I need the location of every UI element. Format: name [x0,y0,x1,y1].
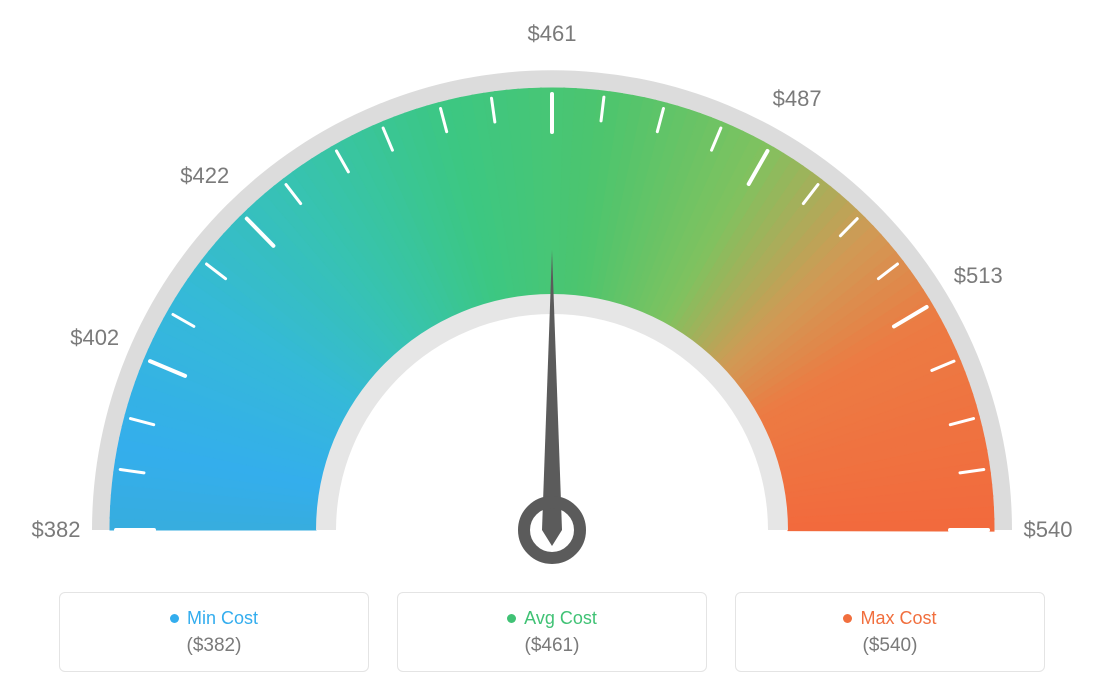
legend-title: Min Cost [187,608,258,629]
gauge-tick-label: $487 [773,86,822,112]
legend-title: Avg Cost [524,608,597,629]
gauge-chart: $382 $402 $422 $461 $487 $513 $540 [0,0,1104,570]
legend-dot-icon [507,614,516,623]
gauge-tick-label: $513 [954,263,1003,289]
legend-title-row: Max Cost [843,608,936,629]
legend-dot-icon [170,614,179,623]
legend-card: Avg Cost ($461) [397,592,707,672]
gauge-svg [0,0,1104,570]
gauge-tick-label: $382 [32,517,81,543]
legend-title: Max Cost [860,608,936,629]
legend-value: ($540) [863,635,918,657]
legend-card: Max Cost ($540) [735,592,1045,672]
gauge-tick-label: $540 [1024,517,1073,543]
legend-value: ($382) [187,635,242,657]
gauge-tick-label: $402 [70,325,119,351]
legend-title-row: Avg Cost [507,608,597,629]
legend-dot-icon [843,614,852,623]
legend-card: Min Cost ($382) [59,592,369,672]
legend-value: ($461) [525,635,580,657]
gauge-tick-label: $422 [180,163,229,189]
legend-title-row: Min Cost [170,608,258,629]
gauge-tick-label: $461 [528,21,577,47]
legend-row: Min Cost ($382) Avg Cost ($461) Max Cost ($54… [0,592,1104,672]
